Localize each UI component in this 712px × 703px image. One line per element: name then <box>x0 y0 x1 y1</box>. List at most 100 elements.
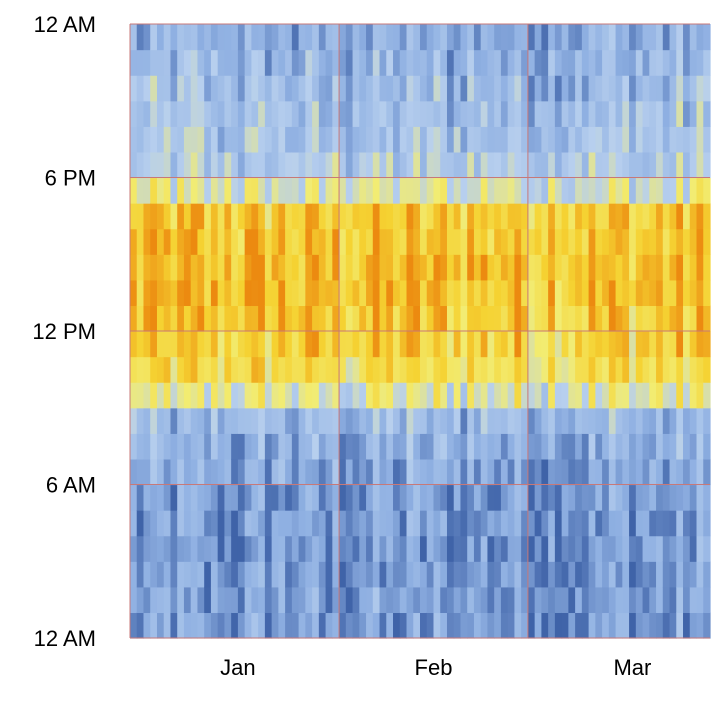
heatmap-cell <box>460 100 468 127</box>
heatmap-cell <box>602 382 610 409</box>
heatmap-cell <box>642 356 650 383</box>
heatmap-cell <box>446 126 455 153</box>
heatmap-cell <box>426 458 435 486</box>
heatmap-cell <box>541 510 549 537</box>
heatmap-cell <box>656 24 664 51</box>
heatmap-cell <box>622 49 630 76</box>
heatmap-cell <box>318 612 327 639</box>
heatmap-cell <box>588 24 596 51</box>
heatmap-cell <box>473 177 482 204</box>
heatmap-cell <box>615 126 623 153</box>
heatmap-cell <box>345 49 354 76</box>
heatmap-cell <box>130 100 138 127</box>
heatmap-cell <box>622 228 630 255</box>
heatmap-cell <box>298 458 306 486</box>
heatmap-cell <box>285 228 293 255</box>
heatmap-cell <box>156 151 165 179</box>
heatmap-cell <box>629 49 637 76</box>
heatmap-cell <box>676 382 684 409</box>
heatmap-cell <box>433 484 441 511</box>
heatmap-cell <box>224 75 232 102</box>
heatmap-cell <box>500 510 509 537</box>
heatmap-cell <box>183 100 192 127</box>
heatmap-cell <box>325 612 333 639</box>
heatmap-cell <box>156 484 165 511</box>
heatmap-cell <box>372 612 381 639</box>
heatmap-cell <box>521 203 529 230</box>
heatmap-cell <box>689 126 698 153</box>
y-tick-label: 12 AM <box>34 626 96 651</box>
heatmap-cell <box>656 612 664 639</box>
heatmap-cell <box>656 305 664 332</box>
heatmap-cell <box>588 484 596 511</box>
heatmap-cell <box>480 279 489 307</box>
heatmap-cell <box>420 484 428 511</box>
heatmap-cell <box>534 151 542 179</box>
heatmap-cell <box>190 561 199 588</box>
heatmap-cell <box>453 612 462 639</box>
heatmap-cell <box>480 561 489 588</box>
heatmap-cell <box>312 458 320 486</box>
heatmap-cell <box>487 433 495 460</box>
heatmap-cell <box>170 305 178 332</box>
heatmap-cell <box>453 100 462 127</box>
heatmap-cell <box>143 612 151 639</box>
heatmap-cell <box>629 612 637 639</box>
heatmap-cell <box>629 535 637 562</box>
heatmap-cell <box>494 203 502 230</box>
heatmap-cell <box>669 75 677 102</box>
heatmap-cell <box>433 535 441 562</box>
heatmap-cell <box>683 433 691 460</box>
heatmap-cell <box>379 458 387 486</box>
heatmap-cell <box>190 279 199 307</box>
heatmap-cell <box>325 305 333 332</box>
heatmap-cell <box>433 331 441 358</box>
heatmap-cell <box>696 151 704 179</box>
heatmap-cell <box>541 228 549 255</box>
heatmap-cell <box>237 203 246 230</box>
heatmap-cell <box>177 75 185 102</box>
heatmap-cell <box>426 407 435 434</box>
heatmap-cell <box>662 151 671 179</box>
heatmap-cell <box>541 177 549 204</box>
heatmap-cell <box>440 49 448 76</box>
heatmap-cell <box>258 586 266 614</box>
heatmap-cell <box>136 203 145 230</box>
heatmap-cell <box>204 331 212 358</box>
heatmap-cell <box>372 254 381 281</box>
heatmap-cell <box>602 331 610 358</box>
heatmap-cell <box>568 561 576 588</box>
heatmap-cell <box>629 331 637 358</box>
heatmap-cell <box>649 407 657 434</box>
heatmap-cell <box>393 612 401 639</box>
heatmap-cell <box>271 535 279 562</box>
heatmap-cell <box>163 151 172 179</box>
heatmap-cell <box>177 356 185 383</box>
heatmap-cell <box>487 586 495 614</box>
heatmap-cell <box>460 305 468 332</box>
heatmap-cell <box>190 535 199 562</box>
heatmap-cell <box>339 586 347 614</box>
heatmap-cell <box>500 356 509 383</box>
heatmap-cell <box>635 356 644 383</box>
heatmap-cell <box>224 203 232 230</box>
heatmap-cell <box>548 484 556 511</box>
heatmap-cell <box>190 484 199 511</box>
heatmap-cell <box>588 535 596 562</box>
heatmap-cell <box>433 561 441 588</box>
heatmap-cell <box>386 561 394 588</box>
heatmap-cell <box>217 407 226 434</box>
heatmap-cell <box>271 356 279 383</box>
heatmap-cell <box>649 458 657 486</box>
heatmap-cell <box>406 433 414 460</box>
heatmap-cell <box>703 126 711 153</box>
heatmap-cell <box>305 331 313 358</box>
heatmap-cell <box>602 24 610 51</box>
heatmap-cell <box>231 356 239 383</box>
heatmap-cell <box>507 126 516 153</box>
heatmap-cell <box>426 228 435 255</box>
heatmap-cell <box>608 75 617 102</box>
heatmap-cell <box>473 535 482 562</box>
heatmap-cell <box>366 331 374 358</box>
